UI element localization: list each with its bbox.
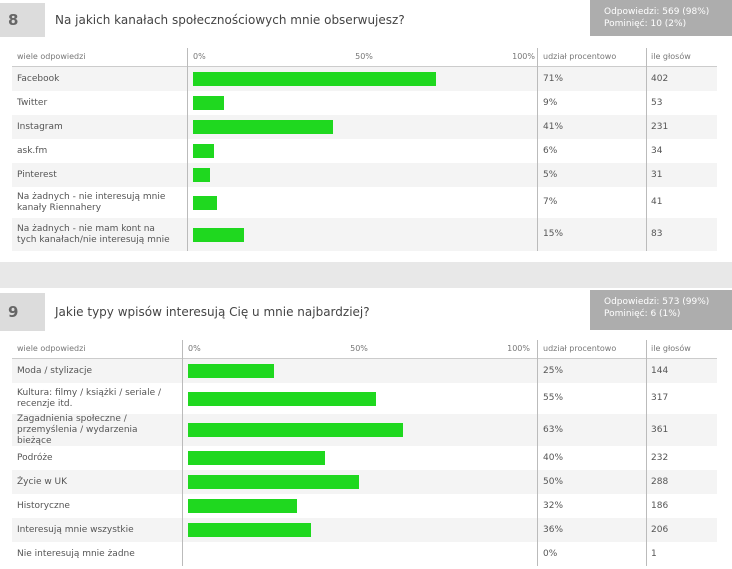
bar	[193, 120, 334, 134]
row-bg	[12, 218, 717, 251]
answer-label: Podróże	[17, 452, 53, 463]
bar	[188, 423, 404, 437]
percent-label: 63%	[543, 424, 564, 435]
column-divider	[187, 48, 188, 251]
bar	[188, 364, 274, 378]
percent-label: 0%	[543, 548, 558, 559]
votes: 402	[651, 73, 669, 84]
stats-line: Pominięć: 6 (1%)	[604, 309, 681, 319]
votes: 144	[651, 365, 669, 376]
header-votes: ile głosów	[651, 52, 691, 61]
answer-label: Nie interesują mnie żadne	[17, 548, 135, 559]
votes: 53	[651, 97, 663, 108]
percent-label: 32%	[543, 500, 564, 511]
bar	[188, 523, 312, 537]
stats-line: Odpowiedzi: 573 (99%)	[604, 297, 710, 307]
question-title: Jakie typy wpisów interesują Cię u mnie …	[55, 305, 370, 319]
votes: 361	[651, 424, 669, 435]
bar	[188, 499, 298, 513]
header-answers: wiele odpowiedzi	[17, 52, 86, 61]
percent-label: 9%	[543, 97, 558, 108]
percent-label: 25%	[543, 365, 564, 376]
header-answers: wiele odpowiedzi	[17, 344, 86, 353]
answer-label: Facebook	[17, 73, 60, 84]
stats-box: Odpowiedzi: 569 (98%) Pominięć: 10 (2%)	[590, 0, 732, 36]
percent-label: 50%	[543, 476, 564, 487]
bar	[193, 144, 214, 158]
row-bg	[12, 163, 717, 187]
stats-line: Pominięć: 10 (2%)	[604, 19, 687, 29]
votes: 317	[651, 393, 669, 403]
tick-label: 50%	[350, 344, 368, 353]
header-percent: udział procentowo	[543, 52, 617, 61]
percent-label: 5%	[543, 169, 558, 180]
votes: 1	[651, 548, 657, 559]
tick-label: 0%	[193, 52, 206, 61]
votes: 288	[651, 476, 669, 487]
answer-label: Pinterest	[17, 169, 57, 180]
stats-line: Odpowiedzi: 569 (98%)	[604, 7, 710, 17]
header-border	[12, 358, 717, 359]
answer-label: Twitter	[17, 97, 48, 108]
column-divider	[537, 48, 538, 251]
answer-label: Na żadnych - nie interesują mnie kanały …	[17, 191, 166, 213]
percent-label: 55%	[543, 393, 564, 403]
answer-label: Instagram	[17, 121, 63, 132]
bar	[193, 195, 217, 210]
tick-label: 100%	[512, 52, 535, 61]
question-number: 9	[0, 293, 45, 331]
bar	[188, 391, 377, 406]
percent-label: 6%	[543, 145, 558, 156]
question-number: 8	[0, 3, 45, 37]
percent-label: 40%	[543, 452, 564, 463]
votes: 206	[651, 524, 669, 535]
answer-label: Historyczne	[17, 500, 70, 511]
column-divider	[646, 340, 647, 566]
tick-label: 50%	[355, 52, 373, 61]
row-bg	[12, 115, 717, 139]
bar	[193, 227, 245, 242]
percent-label: 36%	[543, 524, 564, 535]
bar	[193, 96, 224, 110]
votes: 232	[651, 452, 669, 463]
votes: 186	[651, 500, 669, 511]
column-divider	[646, 48, 647, 251]
row-bg	[12, 518, 717, 542]
votes: 41	[651, 197, 663, 207]
answer-label: Na żadnych - nie mam kont na tych kanała…	[17, 223, 170, 245]
votes: 31	[651, 169, 663, 180]
answer-label: Kultura: filmy / książki / seriale / rec…	[17, 387, 161, 409]
bar	[193, 168, 211, 182]
header-votes: ile głosów	[651, 344, 691, 353]
column-divider	[537, 340, 538, 566]
percent-label: 41%	[543, 121, 564, 132]
answer-label: Interesują mnie wszystkie	[17, 524, 134, 535]
row-bg	[12, 470, 717, 494]
stats-box: Odpowiedzi: 573 (99%) Pominięć: 6 (1%)	[590, 290, 732, 330]
question-title: Na jakich kanałach społecznościowych mni…	[55, 13, 405, 27]
bar	[188, 451, 325, 465]
votes: 34	[651, 145, 663, 156]
tick-label: 100%	[507, 344, 530, 353]
header-percent: udział procentowo	[543, 344, 617, 353]
bar	[188, 475, 359, 489]
percent-label: 15%	[543, 229, 564, 239]
answer-label: Moda / stylizacje	[17, 365, 93, 376]
percent-label: 7%	[543, 197, 558, 207]
row-bg	[12, 359, 717, 383]
separator	[0, 262, 732, 288]
tick-label: 0%	[188, 344, 201, 353]
bar	[193, 72, 436, 86]
answer-label: Zagadnienia społeczne / przemyślenia / w…	[17, 413, 138, 446]
header-border	[12, 66, 717, 67]
percent-label: 71%	[543, 73, 564, 84]
column-divider	[182, 340, 183, 566]
answer-label: ask.fm	[17, 145, 48, 156]
answer-label: Życie w UK	[17, 476, 68, 487]
votes: 83	[651, 229, 663, 239]
votes: 231	[651, 121, 669, 132]
